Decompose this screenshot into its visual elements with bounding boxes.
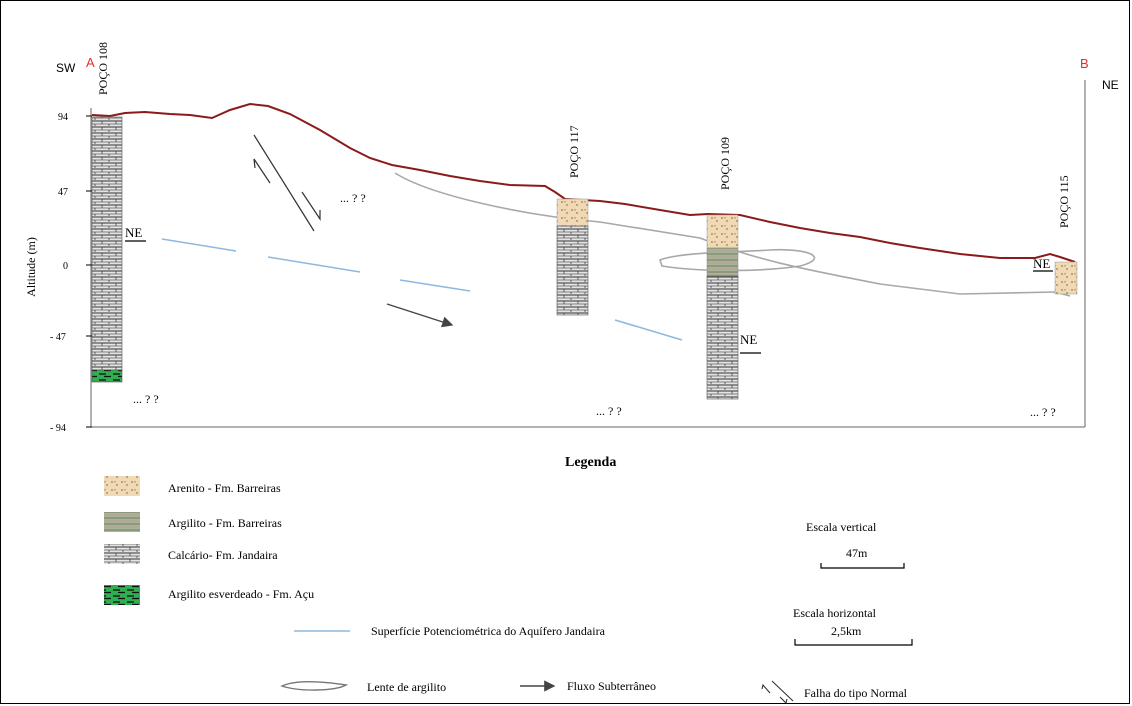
scale-horizontal-title: Escala horizontal bbox=[793, 606, 877, 620]
well-115-label: POÇO 115 bbox=[1057, 175, 1071, 228]
well-117-arenito bbox=[556, 198, 589, 227]
topographic-surface bbox=[91, 102, 1076, 263]
unknown-marker: ... ? ? bbox=[133, 392, 159, 406]
y-tick-label: 47 bbox=[58, 187, 68, 198]
well-108-acu bbox=[91, 369, 123, 383]
well-115: POÇO 115 NE bbox=[1033, 175, 1078, 295]
y-axis-label: Altitude (m) bbox=[24, 237, 38, 297]
well-117-label: POÇO 117 bbox=[567, 125, 581, 178]
unknown-marker: ... ? ? bbox=[596, 404, 622, 418]
legend-label-arenito: Arenito - Fm. Barreiras bbox=[168, 481, 281, 495]
y-tick-label: 94 bbox=[58, 112, 68, 123]
legend-label-fault: Falha do tipo Normal bbox=[804, 686, 908, 700]
well-109-label: POÇO 109 bbox=[718, 137, 732, 190]
well-109: POÇO 109 NE bbox=[706, 137, 761, 400]
water-level-label: NE bbox=[1033, 256, 1050, 271]
potentiometric-surface bbox=[161, 238, 683, 341]
well-108-calcario bbox=[91, 116, 123, 371]
section-dir-left: SW bbox=[56, 61, 76, 75]
legend-swatch-acu bbox=[104, 585, 140, 605]
normal-fault bbox=[253, 134, 321, 232]
well-109-argilito bbox=[706, 247, 739, 277]
legend-label-potentiometric: Superfície Potenciométrica do Aquífero J… bbox=[371, 624, 606, 638]
scale-horizontal-value: 2,5km bbox=[831, 624, 862, 638]
well-109-calcario bbox=[706, 275, 739, 400]
water-level-label: NE bbox=[740, 332, 757, 347]
y-tick-label: - 94 bbox=[50, 423, 66, 434]
y-tick-label: 0 bbox=[63, 261, 68, 272]
legend-label-flow: Fluxo Subterrâneo bbox=[567, 679, 656, 693]
unknown-marker: ... ? ? bbox=[1030, 405, 1056, 419]
well-109-arenito bbox=[706, 214, 739, 249]
legend-lens-icon bbox=[280, 681, 349, 691]
legend-label-acu: Argilito esverdeado - Fm. Açu bbox=[168, 587, 314, 601]
legend-swatch-argilito bbox=[104, 512, 140, 532]
groundwater-flow-arrow bbox=[386, 303, 454, 328]
legend-fault-icon bbox=[761, 680, 794, 705]
well-108: POÇO 108 NE bbox=[91, 42, 146, 383]
legend-label-argilito: Argilito - Fm. Barreiras bbox=[168, 516, 282, 530]
legend-label-calcario: Calcário- Fm. Jandaira bbox=[168, 548, 278, 562]
unknown-marker: ... ? ? bbox=[340, 191, 366, 205]
legend-title: Legenda bbox=[565, 455, 616, 470]
section-dir-right: NE bbox=[1102, 78, 1119, 92]
section-end-a: A bbox=[86, 55, 95, 70]
lithologic-contact-line bbox=[394, 172, 1071, 297]
well-117-calcario bbox=[556, 225, 589, 316]
y-tick-label: - 47 bbox=[50, 332, 66, 343]
scale-horizontal-bar bbox=[794, 639, 913, 646]
scale-vertical-value: 47m bbox=[846, 546, 868, 560]
well-117: POÇO 117 bbox=[556, 125, 589, 316]
scale-vertical-title: Escala vertical bbox=[806, 520, 877, 534]
well-108-label: POÇO 108 bbox=[96, 42, 110, 95]
legend-swatch-calcario bbox=[104, 544, 140, 564]
legend-swatch-arenito bbox=[104, 476, 140, 496]
y-ticks: 94 47 0 - 47 - 94 bbox=[50, 112, 92, 434]
well-115-arenito bbox=[1054, 261, 1078, 295]
legend-label-lens: Lente de argilito bbox=[367, 680, 446, 694]
water-level-label: NE bbox=[125, 225, 142, 240]
section-end-b: B bbox=[1080, 56, 1089, 71]
scale-vertical-bar bbox=[820, 563, 905, 569]
